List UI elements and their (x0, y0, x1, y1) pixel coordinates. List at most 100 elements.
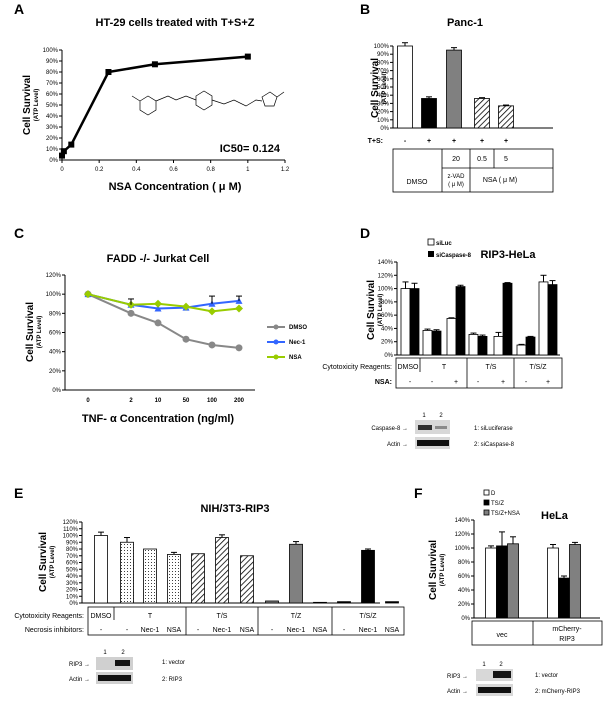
chart-d-ytick-label: 0% (384, 353, 393, 359)
chart-a-ytick-label: 10% (46, 147, 59, 153)
chart-d-legend-swatch (427, 238, 435, 246)
chart-d-blot-band-row (415, 420, 450, 434)
chart-e-ytick-label: 40% (66, 574, 79, 580)
chart-a-ytick-label: 0% (49, 158, 58, 164)
chart-d-ylabel: Cell Survival (366, 280, 377, 340)
chart-b-ytick-label: 70% (377, 69, 390, 75)
chart-c-ylabel: Cell Survival (25, 302, 36, 362)
chart-c-ysublabel: (ATP Level) (37, 316, 43, 348)
chart-e-table-cell: NSA (313, 627, 328, 634)
chart-b-ytick-label: 40% (377, 93, 390, 99)
chart-e-bar (240, 555, 254, 604)
chart-e-ytick-label: 70% (66, 554, 79, 560)
chart-a-point (244, 53, 251, 60)
chart-c-ytick-label: 100% (46, 292, 62, 298)
chart-b-ytick-label: 90% (377, 52, 390, 58)
chart-d-table-cell: - (477, 379, 480, 386)
chart-d-ytick-label: 80% (381, 300, 394, 306)
chart-a-ytick-label: 70% (46, 81, 59, 87)
chart-e-ytick-label: 60% (66, 561, 79, 567)
chart-f-blot-lane: 2 (499, 662, 503, 668)
chart-e-table-cell: Nec-1 (359, 627, 378, 634)
chart-c-point (208, 307, 216, 316)
chart-a-ytick-label: 50% (46, 103, 59, 109)
chart-a-xtick-label: 0.8 (206, 167, 215, 173)
chart-a-xtick-label: 1.2 (281, 167, 290, 173)
chart-a-ytick-label: 40% (46, 114, 59, 120)
chart-e-table-cell: - (271, 627, 274, 634)
panel-label-A: A (14, 1, 24, 17)
chart-c-ytick-label: 20% (49, 369, 62, 375)
chart-a-ytick-label: 30% (46, 125, 59, 131)
chart-d-blot-label: Caspase-8 → (371, 426, 408, 432)
chart-b-bar (498, 105, 514, 129)
chart-b-table-cell: + (452, 138, 456, 145)
chart-d-bar (468, 334, 479, 356)
chart-c-xtick-label: 0 (86, 398, 90, 404)
chart-f-ytick-label: 100% (455, 546, 471, 552)
chart-d-ysublabel: (ATP Level) (378, 294, 384, 326)
chart-d-ytick-label: 20% (381, 340, 394, 346)
chart-b-table-cell: - (404, 138, 407, 145)
chart-f-blot-key: 2: mCherry-RIP3 (535, 689, 581, 695)
structure-chain-2 (211, 99, 263, 107)
chart-f-ysublabel: (ATP Level) (440, 554, 446, 586)
chart-d-legend-label: siLuc (436, 241, 452, 247)
chart-b-ytick-label: 100% (374, 44, 390, 50)
chart-c-point (154, 319, 162, 327)
chart-c-point (154, 305, 162, 312)
chart-f-blot-label: RIP3 → (447, 674, 468, 680)
chart-b-title: Panc-1 (447, 17, 483, 29)
chart-a-xlabel: NSA Concentration ( μ M) (109, 181, 242, 193)
chart-d-blot-key: 2: siCaspase-8 (474, 442, 515, 448)
chart-b-table-cell: 5 (504, 156, 508, 163)
chart-f-legend-label: TS/Z+NSA (491, 511, 520, 517)
chart-c-ytick-label: 0% (52, 388, 61, 394)
chart-d-table-cell: DMSO (398, 364, 420, 371)
chart-b-table-cell: 0.5 (477, 156, 487, 163)
chart-d-bar (493, 335, 504, 356)
chart-f-legend-label: TS/Z (491, 501, 504, 507)
chart-f-table (471, 620, 603, 646)
chart-d-bar (431, 330, 442, 356)
chart-e-bar (385, 601, 399, 604)
structure-ring-1 (139, 95, 157, 116)
chart-d-blot-band (418, 425, 432, 430)
chart-a-series-line (60, 55, 248, 157)
chart-c-ytick-label: 120% (46, 273, 62, 279)
chart-e-bar (289, 543, 303, 604)
chart-a-point (59, 152, 65, 159)
chart-f-legend-swatch (483, 489, 490, 496)
chart-a-xtick-label: 0.2 (95, 167, 104, 173)
chart-e-bar (120, 541, 134, 604)
chart-c-xtick-label: 2 (129, 398, 133, 404)
chart-b-bar (397, 45, 413, 129)
chart-d-bar (516, 344, 527, 356)
chart-d-blot-label: Actin → (387, 442, 408, 448)
chart-e-ytick-label: 80% (66, 547, 79, 553)
chart-b-ytick-label: 10% (377, 118, 390, 124)
chart-f-blot-band (478, 687, 511, 693)
chart-d-table-cell: T (442, 364, 447, 371)
chart-f-blot-lane: 1 (482, 662, 486, 668)
chart-f-group-label: vec (497, 632, 508, 639)
chart-e-ytick-label: 30% (66, 581, 79, 587)
chart-f-blot-label: Actin → (447, 689, 468, 695)
chart-d-table-cell: + (454, 379, 458, 386)
chart-e-table-cell: Nec-1 (141, 627, 160, 634)
chart-d-bar (446, 318, 457, 356)
chart-f-ytick-label: 40% (458, 588, 471, 594)
chart-e-bar (361, 549, 375, 604)
chart-d-table (395, 357, 563, 389)
structure-chain-4 (276, 91, 285, 98)
chart-c-point (208, 341, 216, 349)
chart-a-xtick-label: 1 (246, 167, 250, 173)
chart-e-bar (167, 554, 181, 604)
chart-c-title: FADD -/- Jurkat Cell (107, 253, 210, 265)
chart-c-legend-marker (273, 354, 279, 360)
chart-b-ytick-label: 60% (377, 77, 390, 83)
chart-e-ytick-label: 120% (63, 520, 79, 526)
chart-c-legend-marker (273, 324, 279, 330)
structure-chain-3 (131, 95, 141, 102)
chart-d-table-row-label: NSA: (375, 379, 392, 386)
